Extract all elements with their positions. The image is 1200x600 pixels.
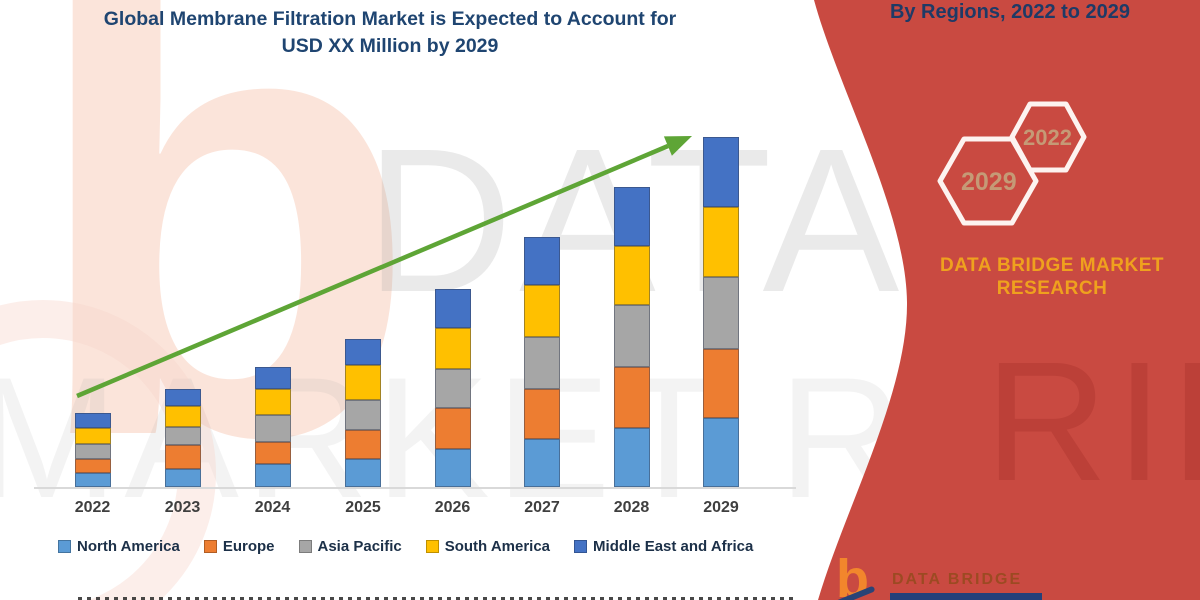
bar-segment	[613, 367, 650, 428]
chart-legend: North America Europe Asia Pacific South Ame…	[58, 538, 753, 555]
legend-label: South America	[444, 538, 551, 555]
legend-item: North America	[58, 538, 180, 555]
cropped-caption-top-edge	[78, 597, 794, 600]
x-axis-label: 2026	[434, 499, 471, 516]
stacked-bar-2029	[703, 137, 739, 487]
bar-segment	[703, 137, 739, 207]
bar-segment	[345, 430, 381, 459]
bar-segment	[254, 367, 291, 389]
stacked-bar-2028	[613, 187, 650, 487]
trend-arrow-head	[663, 136, 692, 156]
bar-segment	[434, 408, 471, 449]
logo-company-name: DATA BRIDGE	[892, 571, 1023, 588]
legend-swatch	[574, 540, 588, 553]
stacked-bar-2022	[74, 413, 111, 487]
banner-ghost-watermark: RIDGE	[985, 327, 1200, 517]
bar-segment	[254, 464, 291, 487]
hexagon-2022-label: 2022	[1023, 125, 1072, 150]
trend-arrow-line	[76, 143, 669, 399]
legend-swatch	[298, 540, 312, 553]
legend-item: Asia Pacific	[298, 538, 402, 555]
x-axis-label: 2024	[254, 499, 291, 516]
bar-segment	[434, 449, 471, 487]
x-axis-label: 2022	[74, 499, 111, 516]
side-banner-shape	[814, 0, 1200, 600]
banner-heading: By Regions, 2022 to 2029	[889, 1, 1131, 23]
bar-segment	[524, 389, 560, 439]
legend-label: North America	[77, 538, 180, 555]
brand-name-block: DATA BRIDGE MARKET RESEARCH	[902, 254, 1200, 300]
bar-segment	[703, 349, 739, 418]
x-axis-label: 2028	[613, 499, 650, 516]
chart-title-line2: USD XX Million by 2029	[281, 35, 499, 57]
legend-item: Europe	[203, 538, 275, 555]
bar-segment	[164, 469, 201, 487]
bar-segment	[434, 369, 471, 408]
bar-segment	[74, 473, 111, 487]
bar-segment	[703, 418, 739, 487]
bar-segment	[164, 406, 201, 427]
bar-segment	[434, 328, 471, 369]
stacked-bar-2025	[345, 339, 381, 487]
bar-segment	[434, 289, 471, 328]
x-axis-label: 2029	[703, 499, 739, 516]
brand-name-line2: RESEARCH	[996, 278, 1108, 299]
bar-segment	[254, 442, 291, 464]
logo-blue-bar	[890, 593, 1042, 600]
bar-segment	[164, 389, 201, 406]
chart-title-line1: Global Membrane Filtration Market is Exp…	[103, 8, 677, 30]
bar-segment	[345, 339, 381, 365]
legend-label: Middle East and Africa	[593, 538, 754, 555]
x-axis-line	[34, 487, 796, 489]
legend-swatch	[58, 540, 71, 553]
legend-label: Europe	[222, 538, 275, 555]
bar-segment	[524, 337, 560, 389]
bar-segment	[524, 237, 560, 285]
bar-segment	[74, 413, 111, 428]
stacked-bar-2026	[434, 289, 471, 487]
bar-segment	[524, 439, 560, 487]
bar-segment	[74, 428, 111, 444]
bar-segment	[613, 305, 650, 367]
bar-segment	[164, 427, 201, 445]
stacked-bar-2027	[524, 237, 560, 487]
bar-segment	[164, 445, 201, 469]
bar-segment	[254, 415, 291, 442]
legend-item: South America	[425, 538, 551, 555]
brand-name-line1: DATA BRIDGE MARKET	[940, 255, 1164, 276]
stacked-bar-2024	[254, 367, 291, 487]
bar-segment	[613, 246, 650, 305]
bar-segment	[524, 285, 560, 337]
hexagon-2029-label: 2029	[961, 168, 1017, 196]
bar-segment	[74, 444, 111, 459]
legend-item: Middle East and Africa	[574, 538, 753, 555]
bar-segment	[345, 400, 381, 430]
legend-label: Asia Pacific	[317, 538, 402, 555]
bar-segment	[345, 365, 381, 400]
stacked-bar-2023	[164, 389, 201, 487]
legend-swatch	[203, 540, 217, 553]
x-axis-label: 2027	[524, 499, 560, 516]
bar-segment	[613, 187, 650, 246]
bar-segment	[703, 277, 739, 349]
chart-title: Global Membrane Filtration Market is Exp…	[30, 6, 750, 60]
bar-segment	[703, 207, 739, 277]
bar-segment	[254, 389, 291, 415]
bar-segment	[613, 428, 650, 487]
x-axis-label: 2025	[345, 499, 381, 516]
hexagon-2029	[937, 136, 1039, 226]
x-axis-label: 2023	[164, 499, 201, 516]
bar-segment	[345, 459, 381, 487]
bar-segment	[74, 459, 111, 473]
legend-swatch	[425, 540, 439, 553]
